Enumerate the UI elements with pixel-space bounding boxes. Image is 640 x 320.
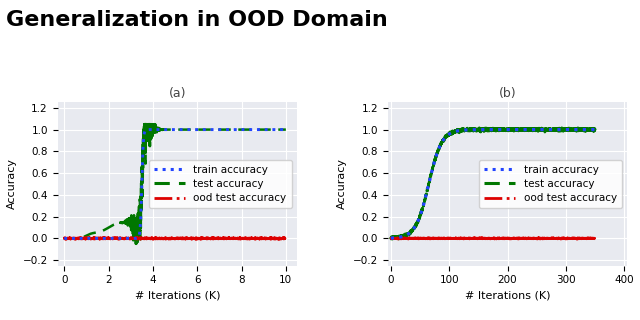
Y-axis label: Accuracy: Accuracy [7,158,17,210]
Legend: train accuracy, test accuracy, ood test accuracy: train accuracy, test accuracy, ood test … [148,160,292,208]
X-axis label: # Iterations (K): # Iterations (K) [134,291,220,301]
Title: (b): (b) [499,87,516,100]
Y-axis label: Accuracy: Accuracy [337,158,348,210]
Text: Generalization in OOD Domain: Generalization in OOD Domain [6,10,388,30]
X-axis label: # Iterations (K): # Iterations (K) [465,291,550,301]
Legend: train accuracy, test accuracy, ood test accuracy: train accuracy, test accuracy, ood test … [479,160,622,208]
Title: (a): (a) [168,87,186,100]
